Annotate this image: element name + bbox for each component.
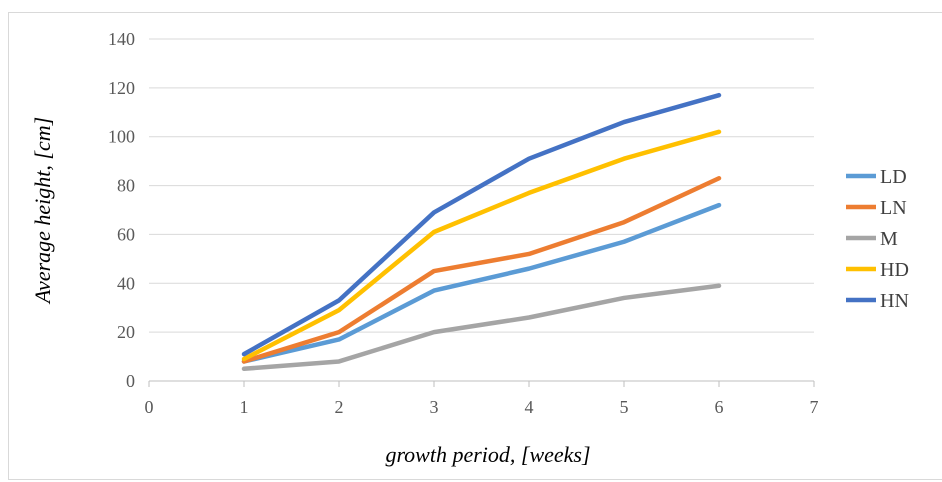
x-axis-title: growth period, [weeks] [385,442,590,467]
series-line-ln [241,175,722,364]
y-axis-title: Average height, [cm] [30,117,55,305]
y-tick-label: 100 [108,127,135,147]
series-lines [241,92,722,372]
series-line-hd [241,129,722,362]
x-tick-label: 6 [715,397,724,417]
series-line-ld [241,202,722,364]
x-tick-label: 4 [525,397,534,417]
series-line-hn [241,92,722,357]
x-tick-label: 2 [335,397,344,417]
chart-container [8,12,942,480]
legend-label-ln: LN [880,197,907,219]
x-tick-label: 0 [145,397,154,417]
x-tick-label: 7 [810,397,819,417]
y-tick-label: 40 [117,273,135,293]
y-tick-label: 60 [117,224,135,244]
legend: LD LN M HD HN [846,166,909,312]
legend-label-m: M [880,228,898,250]
y-tick-label: 140 [108,29,135,49]
x-tick-label: 3 [430,397,439,417]
y-tick-label: 0 [126,371,135,391]
x-tick-label: 5 [620,397,629,417]
y-tick-label: 20 [117,322,135,342]
x-tick-label: 1 [240,397,249,417]
legend-label-ld: LD [880,166,907,188]
y-tick-label: 80 [117,176,135,196]
legend-label-hn: HN [880,290,909,312]
y-tick-label: 120 [108,78,135,98]
series-line-m [241,283,722,372]
axes: 0 20 40 60 80 100 120 140 0 1 2 3 4 5 6 7 [108,29,819,417]
legend-label-hd: HD [880,259,909,281]
